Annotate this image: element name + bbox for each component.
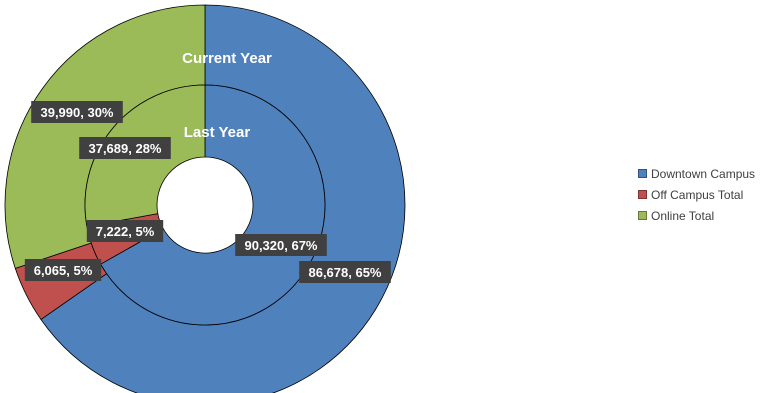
- outer-ring-data-label-off-campus-total: 6,065, 5%: [24, 259, 102, 281]
- inner-ring-data-label-box-off-campus-total: [86, 220, 164, 242]
- inner-ring-data-label-online-total: 37,689, 28%: [79, 137, 171, 159]
- inner-ring-data-label-box-downtown-campus: [235, 234, 327, 256]
- inner-ring-data-label-text-downtown-campus: 90,320, 67%: [244, 238, 317, 253]
- outer-ring-data-label-online-total: 39,990, 30%: [31, 101, 123, 123]
- inner-ring-data-label-box-online-total: [79, 137, 171, 159]
- legend-item-online-total: Online Total: [638, 205, 755, 226]
- legend-swatch-off-campus-total: [638, 190, 647, 199]
- legend-item-off-campus-total: Off Campus Total: [638, 184, 755, 205]
- outer-ring-series-name: Current Year: [182, 50, 272, 67]
- legend-swatch-online-total: [638, 211, 647, 220]
- legend-swatch-downtown-campus: [638, 169, 647, 178]
- inner-ring-data-label-text-off-campus-total: 7,222, 5%: [96, 224, 155, 239]
- outer-ring-data-label-box-off-campus-total: [24, 259, 102, 281]
- legend: Downtown Campus Off Campus Total Online …: [638, 163, 755, 226]
- legend-label-online-total: Online Total: [651, 208, 715, 223]
- outer-ring-data-label-text-online-total: 39,990, 30%: [40, 105, 113, 120]
- legend-label-off-campus-total: Off Campus Total: [651, 187, 744, 202]
- outer-ring-data-label-box-downtown-campus: [299, 261, 391, 283]
- inner-ring-series-name: Last Year: [184, 124, 251, 141]
- outer-ring-data-label-text-downtown-campus: 86,678, 65%: [308, 265, 381, 280]
- outer-ring-data-label-text-off-campus-total: 6,065, 5%: [34, 263, 93, 278]
- outer-ring-data-label-downtown-campus: 86,678, 65%: [299, 261, 391, 283]
- data-labels-group: 86,678, 65% 6,065, 5% 39,990, 30% 90,320, 6…: [24, 101, 391, 283]
- inner-ring-data-label-text-online-total: 37,689, 28%: [88, 141, 161, 156]
- legend-label-downtown-campus: Downtown Campus: [651, 166, 756, 181]
- legend-item-downtown-campus: Downtown Campus: [638, 163, 755, 184]
- slices-group: [4, 4, 406, 393]
- outer-ring-data-label-box-online-total: [31, 101, 123, 123]
- inner-ring-data-label-downtown-campus: 90,320, 67%: [235, 234, 327, 256]
- inner-ring-data-label-off-campus-total: 7,222, 5%: [86, 220, 164, 242]
- inner-ring-slice-downtown-campus: [100, 84, 326, 326]
